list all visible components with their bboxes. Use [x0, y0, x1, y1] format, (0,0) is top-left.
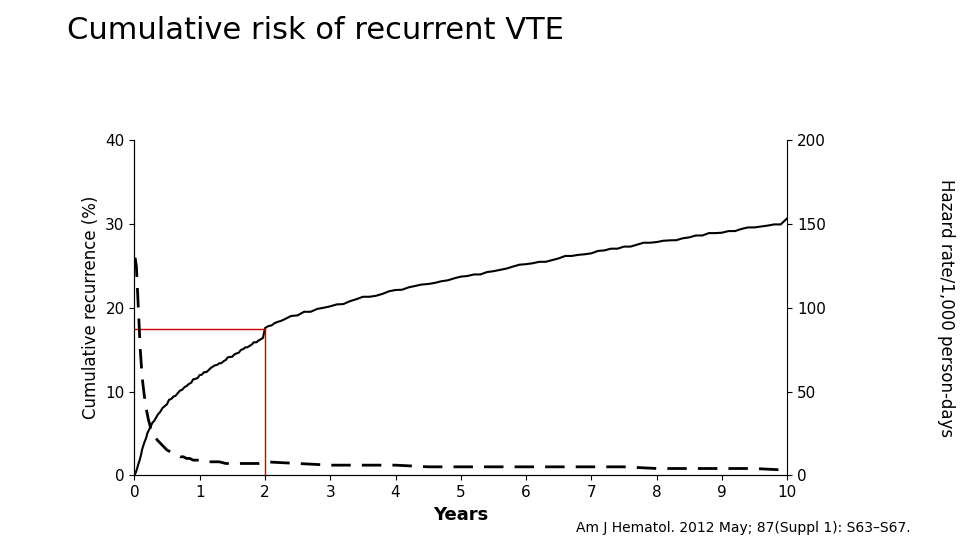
Text: Cumulative risk of recurrent VTE: Cumulative risk of recurrent VTE — [67, 16, 564, 45]
Y-axis label: Cumulative recurrence (%): Cumulative recurrence (%) — [82, 196, 100, 420]
Text: Years: Years — [433, 506, 489, 524]
Text: Am J Hematol. 2012 May; 87(Suppl 1): S63–S67.: Am J Hematol. 2012 May; 87(Suppl 1): S63… — [576, 521, 911, 535]
Text: Hazard rate/1,000 person-days: Hazard rate/1,000 person-days — [937, 179, 954, 437]
